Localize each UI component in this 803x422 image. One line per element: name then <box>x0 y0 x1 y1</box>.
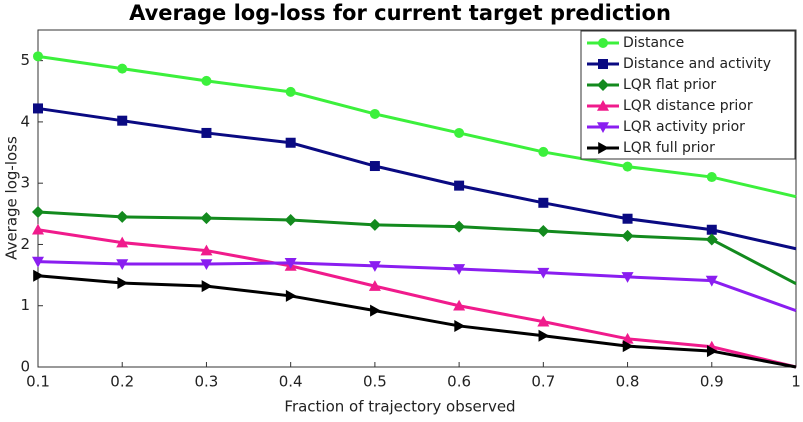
x-tick-label: 1 <box>791 373 801 391</box>
marker <box>453 220 466 233</box>
marker <box>370 304 381 317</box>
marker <box>33 103 43 114</box>
marker <box>33 269 44 282</box>
marker <box>201 75 212 86</box>
marker <box>537 224 550 237</box>
marker <box>454 319 466 332</box>
marker <box>454 180 465 191</box>
marker <box>284 258 297 269</box>
x-tick-label: 0.5 <box>363 373 387 391</box>
marker <box>706 345 718 358</box>
marker <box>598 38 608 48</box>
marker <box>537 267 550 279</box>
marker <box>201 280 213 293</box>
marker <box>32 205 44 218</box>
series-line <box>37 54 797 199</box>
plot-frame <box>37 29 797 368</box>
marker <box>285 289 297 302</box>
marker <box>597 79 609 91</box>
marker <box>200 212 213 225</box>
marker <box>117 277 129 290</box>
legend-label: Distance and activity <box>623 56 771 72</box>
marker <box>706 172 717 183</box>
marker <box>598 59 608 69</box>
marker <box>117 63 128 74</box>
y-tick-label: 2 <box>20 235 30 253</box>
series-line <box>37 228 797 369</box>
marker <box>368 218 381 231</box>
marker <box>33 51 43 62</box>
y-tick-label: 1 <box>20 296 30 314</box>
x-tick-label: 0.9 <box>700 373 724 391</box>
x-tick-label: 0.2 <box>110 373 134 391</box>
marker <box>706 224 717 235</box>
series-line <box>37 210 797 285</box>
marker <box>285 86 296 97</box>
x-tick-label: 0.7 <box>531 373 555 391</box>
marker <box>622 340 634 353</box>
marker <box>200 259 213 271</box>
y-axis-label: Average log-loss <box>3 136 21 260</box>
marker <box>200 244 213 256</box>
marker <box>368 280 381 291</box>
marker <box>622 161 633 172</box>
marker <box>537 315 550 327</box>
marker <box>453 299 466 311</box>
x-tick-label: 0.4 <box>279 373 303 391</box>
x-tick-label: 0.1 <box>26 373 50 391</box>
y-tick-label: 3 <box>20 174 30 192</box>
marker <box>538 329 550 342</box>
marker <box>116 210 129 223</box>
chart-title: Average log-loss for current target pred… <box>129 1 671 25</box>
marker <box>285 137 296 148</box>
marker <box>621 272 634 283</box>
marker <box>597 100 609 111</box>
y-tick-label: 4 <box>20 112 30 130</box>
marker <box>621 332 634 344</box>
legend-label: Distance <box>623 35 684 51</box>
marker <box>705 233 718 246</box>
marker <box>538 197 549 208</box>
marker <box>32 256 44 268</box>
legend-label: LQR activity prior <box>623 119 745 135</box>
marker <box>597 122 609 133</box>
legend-label: LQR flat prior <box>623 77 716 93</box>
marker <box>538 146 549 157</box>
y-tick-label: 5 <box>20 51 30 69</box>
legend-label: LQR distance prior <box>623 98 753 114</box>
x-tick-label: 0.8 <box>616 373 640 391</box>
series-line <box>37 260 797 313</box>
marker <box>32 223 44 235</box>
x-tick-label: 0.6 <box>447 373 471 391</box>
legend-label: LQR full prior <box>623 140 715 156</box>
legend-box <box>580 30 796 160</box>
marker <box>284 213 297 226</box>
marker <box>116 236 129 248</box>
x-tick-label: 0.3 <box>195 373 219 391</box>
y-tick-label: 0 <box>20 358 30 376</box>
marker <box>621 229 634 242</box>
marker <box>705 275 718 287</box>
marker <box>117 115 128 126</box>
marker <box>201 127 212 138</box>
marker <box>622 213 633 224</box>
series-line <box>37 106 797 251</box>
marker <box>116 259 129 271</box>
marker <box>369 108 380 119</box>
marker <box>598 142 609 154</box>
marker <box>368 261 381 272</box>
marker <box>454 127 465 138</box>
series-line <box>37 274 797 369</box>
x-axis-label: Fraction of trajectory observed <box>284 398 515 416</box>
marker <box>453 264 466 275</box>
marker <box>369 161 380 172</box>
